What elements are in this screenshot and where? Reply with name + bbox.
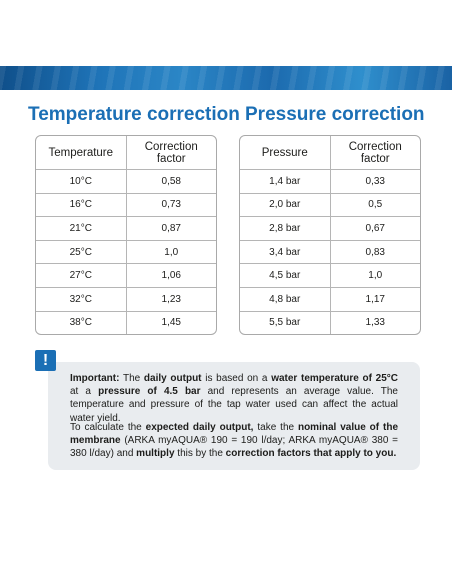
pressure-cell: 5,5 bar	[240, 311, 331, 335]
note-p2-segment: To calculate the	[70, 422, 146, 433]
note-p1-segment: is based on a	[201, 373, 272, 384]
water-banner	[0, 66, 452, 90]
table-row: 2,0 bar 0,5	[240, 192, 420, 217]
note-p1-segment: Important:	[70, 373, 120, 384]
note-paragraph-1: Important: The daily output is based on …	[70, 372, 398, 425]
temperature-cell: 10°C	[36, 170, 127, 193]
pressure-correction-title: Pressure correction	[245, 104, 425, 125]
important-note-box: Important: The daily output is based on …	[48, 362, 420, 470]
table-row: 4,5 bar 1,0	[240, 263, 420, 287]
table-row: 3,4 bar 0,83	[240, 239, 420, 264]
pressure-table: Pressure Correction factor 1,4 bar 0,33 2…	[239, 135, 421, 336]
pressure-cell: 4,5 bar	[240, 264, 331, 287]
pressure-cell: 2,8 bar	[240, 217, 331, 240]
pressure-cell: 2,0 bar	[240, 193, 331, 217]
table-row: 25°C 1,0	[36, 239, 216, 264]
temperature-correction-title: Temperature correction	[28, 104, 240, 125]
temperature-cell: 38°C	[36, 311, 127, 335]
factor-cell: 1,0	[164, 246, 179, 258]
temperature-cell: 32°C	[36, 287, 127, 311]
note-p1-segment: water temperature of 25°C	[271, 373, 398, 384]
table-row: 5,5 bar 1,33	[240, 310, 420, 335]
note-p2-segment: this by the	[174, 448, 226, 460]
table-row: 27°C 1,06	[36, 263, 216, 287]
table-header-row: Pressure Correction factor	[240, 136, 420, 169]
header-pressure: Pressure	[240, 136, 331, 169]
temperature-table: Temperature Correction factor 10°C 0,58 1…	[35, 135, 217, 336]
note-p2-segment: take the	[253, 422, 298, 433]
note-p2-segment: correction factors that apply to you.	[225, 448, 397, 460]
factor-cell: 0,83	[365, 246, 385, 258]
temperature-cell: 25°C	[36, 240, 127, 264]
note-p2-segment: (ARKA myAQUA® 190 = 190 l/day; ARKA myAQ…	[70, 435, 398, 460]
exclamation-icon: !	[35, 350, 56, 371]
factor-cell: 0,33	[365, 175, 385, 187]
note-p1-segment: and represents an average value. The tem…	[70, 386, 398, 424]
factor-cell: 0,67	[365, 222, 385, 234]
factor-cell: 1,0	[368, 270, 383, 282]
factor-cell: 0,87	[161, 222, 181, 234]
table-row: 2,8 bar 0,67	[240, 216, 420, 240]
factor-cell: 1,33	[365, 317, 385, 329]
table-row: 4,8 bar 1,17	[240, 286, 420, 311]
factor-cell: 1,23	[161, 293, 181, 305]
note-paragraph-2: To calculate the expected daily output, …	[70, 421, 398, 461]
temperature-cell: 21°C	[36, 217, 127, 240]
note-p2-segment: nominal value of the membrane	[70, 422, 399, 447]
header-temperature: Temperature	[36, 136, 127, 169]
factor-cell: 1,45	[161, 317, 181, 329]
header-correction-factor: Correction factor	[144, 140, 198, 165]
table-row: 38°C 1,45	[36, 310, 216, 335]
factor-cell: 1,17	[365, 293, 385, 305]
header-correction-factor: Correction factor	[348, 140, 402, 165]
note-p2-segment: expected daily output,	[145, 422, 254, 433]
factor-cell: 1,06	[161, 270, 181, 282]
pressure-cell: 1,4 bar	[240, 170, 331, 193]
factor-cell: 0,58	[161, 175, 181, 187]
temperature-cell: 16°C	[36, 193, 127, 217]
table-header-row: Temperature Correction factor	[36, 136, 216, 169]
factor-cell: 0,73	[161, 199, 181, 211]
note-p1-segment: daily output	[143, 373, 202, 384]
factor-cell: 0,5	[368, 199, 383, 211]
table-row: 1,4 bar 0,33	[240, 169, 420, 193]
table-row: 21°C 0,87	[36, 216, 216, 240]
note-p2-segment: multiply	[136, 448, 175, 460]
table-row: 10°C 0,58	[36, 169, 216, 193]
table-row: 32°C 1,23	[36, 286, 216, 311]
table-row: 16°C 0,73	[36, 192, 216, 217]
temperature-cell: 27°C	[36, 264, 127, 287]
note-p1-segment: The	[119, 373, 144, 384]
pressure-cell: 3,4 bar	[240, 240, 331, 264]
note-p1-segment: at a	[70, 386, 99, 398]
pressure-cell: 4,8 bar	[240, 287, 331, 311]
note-p1-segment: pressure of 4.5 bar	[98, 386, 201, 398]
